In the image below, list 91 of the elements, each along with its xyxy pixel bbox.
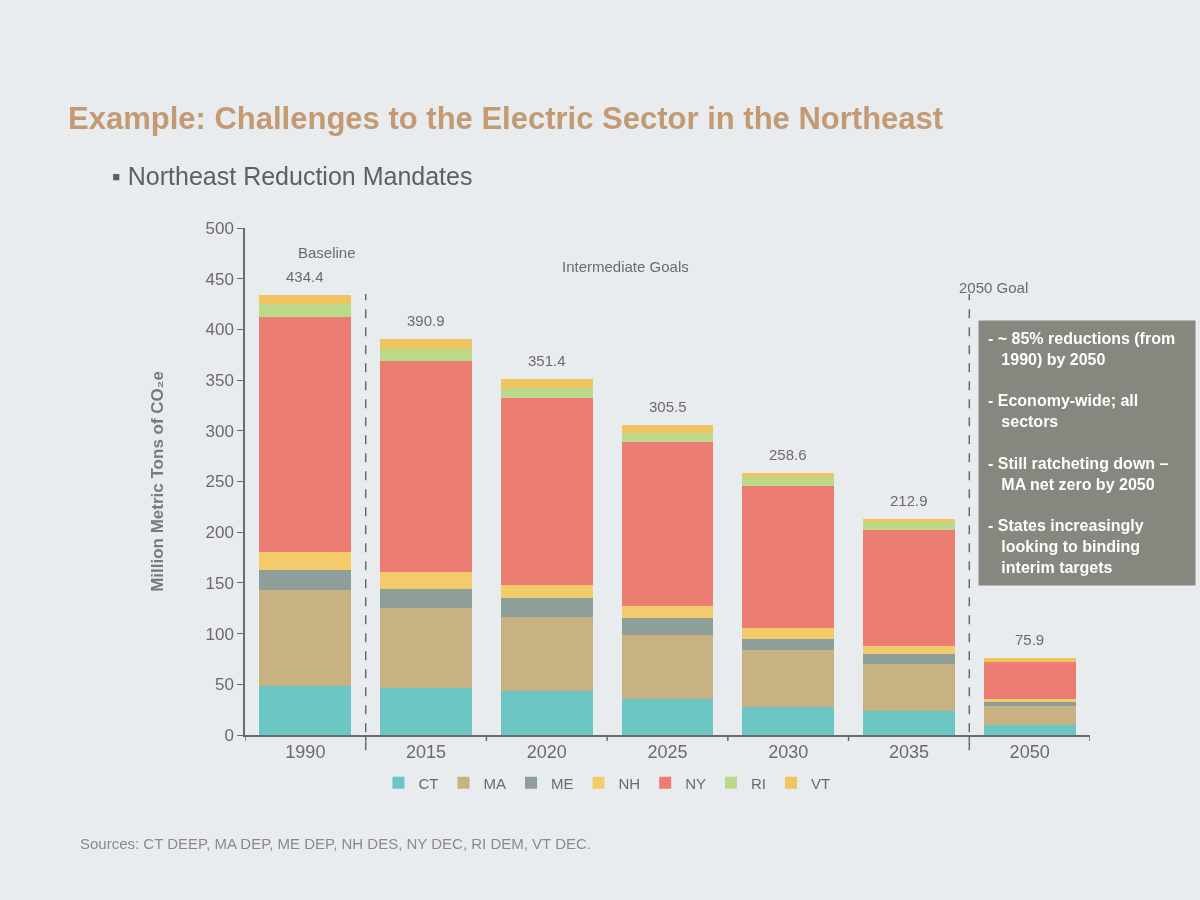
bar bbox=[983, 701, 1076, 706]
bar bbox=[621, 433, 714, 443]
bar bbox=[259, 686, 352, 735]
bar bbox=[863, 530, 955, 646]
chart-subtitle: ▪ Northeast Reduction Mandates bbox=[112, 162, 473, 190]
bar bbox=[500, 584, 593, 599]
bar bbox=[863, 664, 955, 711]
legend-label: NY bbox=[685, 774, 707, 792]
bar bbox=[380, 348, 472, 361]
total-label: 75.9 bbox=[1015, 631, 1045, 648]
bar bbox=[621, 425, 714, 434]
annotation: 2050 Goal bbox=[959, 279, 1029, 296]
x-tick-label: 2035 bbox=[888, 742, 929, 763]
bar bbox=[380, 608, 472, 689]
legend-label: ME bbox=[551, 774, 574, 792]
bar bbox=[621, 618, 714, 635]
legend-label: CT bbox=[418, 774, 439, 792]
annotation: Baseline bbox=[298, 244, 356, 261]
bar bbox=[983, 724, 1076, 735]
y-tick-label: 100 bbox=[205, 624, 234, 644]
x-tick-label: 2050 bbox=[1009, 742, 1050, 763]
bar bbox=[500, 691, 593, 735]
bar bbox=[380, 360, 472, 572]
bar bbox=[983, 658, 1076, 663]
bar bbox=[983, 705, 1076, 725]
legend-label: NH bbox=[618, 774, 641, 792]
bar bbox=[259, 303, 352, 317]
annotation: Intermediate Goals bbox=[562, 258, 689, 275]
bar bbox=[742, 476, 835, 486]
bar bbox=[983, 698, 1076, 702]
total-label: 351.4 bbox=[528, 352, 566, 369]
annotation: - ~ 85% reductions (from 1990) by 2050 bbox=[988, 330, 1176, 368]
bar bbox=[500, 378, 593, 388]
bar bbox=[259, 316, 352, 553]
chart-title: Example: Challenges to the Electric Sector in the Northeast bbox=[68, 100, 944, 136]
x-tick-label: 2030 bbox=[768, 742, 809, 763]
x-tick-label: 1990 bbox=[285, 742, 326, 763]
total-label: 212.9 bbox=[890, 492, 928, 509]
bar bbox=[863, 710, 955, 735]
bar bbox=[983, 662, 1076, 699]
bar bbox=[621, 442, 714, 607]
x-tick-label: 2015 bbox=[406, 742, 447, 763]
legend-label: RI bbox=[751, 774, 767, 792]
bar bbox=[863, 519, 955, 523]
bar bbox=[621, 606, 714, 619]
bar bbox=[380, 338, 472, 349]
bar bbox=[742, 638, 835, 650]
y-tick-label: 350 bbox=[205, 371, 234, 391]
y-tick-label: 250 bbox=[205, 472, 234, 492]
y-tick-label: 400 bbox=[205, 320, 234, 340]
bar bbox=[742, 649, 835, 707]
annotation: - Economy-wide; all sectors bbox=[988, 392, 1139, 431]
bar bbox=[500, 397, 593, 585]
annotation: - States increasingly looking to binding interim targets bbox=[988, 517, 1144, 576]
source-note: Sources: CT DEEP, MA DEP, ME DEP, NH DES, NY DEC, RI DEM, VT DEC. bbox=[80, 835, 591, 852]
bar bbox=[380, 571, 472, 589]
total-label: 434.4 bbox=[286, 268, 324, 285]
total-label: 390.9 bbox=[407, 312, 445, 329]
x-tick-label: 2020 bbox=[526, 742, 567, 763]
legend-label: VT bbox=[811, 774, 831, 792]
y-tick-label: 150 bbox=[205, 573, 234, 593]
y-tick-label: 300 bbox=[205, 421, 234, 441]
y-tick-label: 200 bbox=[205, 523, 234, 543]
legend-label: MA bbox=[483, 774, 506, 792]
bar bbox=[863, 645, 955, 654]
bar bbox=[742, 472, 835, 477]
y-tick-label: 450 bbox=[205, 269, 234, 289]
bar bbox=[380, 688, 472, 735]
bar bbox=[259, 590, 352, 687]
y-tick-label: 500 bbox=[205, 218, 234, 238]
y-tick-label: 50 bbox=[214, 675, 234, 695]
bar bbox=[259, 552, 352, 570]
x-tick-label: 2025 bbox=[647, 742, 688, 763]
bar bbox=[380, 588, 472, 609]
total-label: 258.6 bbox=[769, 446, 807, 463]
bar bbox=[863, 653, 955, 665]
bar bbox=[742, 485, 835, 628]
bar bbox=[621, 634, 714, 699]
bar bbox=[742, 706, 835, 735]
bar bbox=[742, 627, 835, 639]
bar bbox=[621, 698, 714, 735]
y-tick-label: 0 bbox=[224, 725, 234, 745]
bar bbox=[863, 522, 955, 531]
bar bbox=[500, 387, 593, 398]
bar bbox=[500, 617, 593, 692]
annotation: - Still ratcheting down – MA net zero by 2050 bbox=[988, 454, 1169, 493]
bar bbox=[259, 569, 352, 590]
y-axis-title: Million Metric Tons of CO₂e bbox=[147, 371, 167, 592]
bar bbox=[500, 598, 593, 618]
total-label: 305.5 bbox=[649, 398, 687, 415]
bar bbox=[259, 294, 352, 304]
